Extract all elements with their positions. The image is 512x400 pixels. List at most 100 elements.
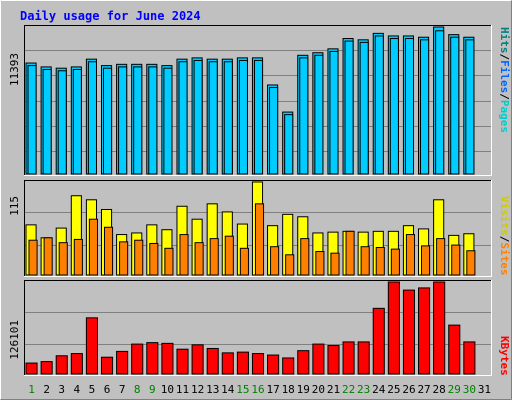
day-label: 2: [43, 383, 50, 396]
day-label: 22: [342, 383, 355, 396]
panel-1-right-label-part: Hits: [498, 27, 511, 54]
files-bar: [420, 39, 430, 175]
files-bar: [465, 39, 475, 175]
files-bar: [163, 67, 173, 175]
panel-1-max-label: 11393: [8, 53, 21, 86]
sites-bar: [28, 239, 38, 276]
files-bar: [87, 61, 97, 175]
files-bar: [404, 38, 415, 175]
sites-bar: [360, 246, 370, 276]
panel-2-right-label: Visits/Sites: [498, 196, 511, 276]
sites-bar: [315, 251, 325, 276]
kbytes-bar: [206, 347, 219, 375]
day-label: 4: [74, 383, 81, 396]
sites-bar: [149, 242, 159, 276]
kbytes-bar: [342, 341, 355, 375]
kbytes-bar: [25, 362, 38, 375]
sites-bar: [270, 246, 280, 276]
kbytes-bar: [312, 343, 325, 375]
day-label: 20: [312, 383, 325, 396]
sites-bar: [390, 248, 400, 276]
files-bar: [178, 61, 188, 175]
sites-bar: [239, 247, 249, 276]
day-label: 5: [89, 383, 96, 396]
kbytes-bar: [327, 345, 340, 375]
day-label: 27: [417, 383, 430, 396]
panel-2-right-label-part: Sites: [498, 242, 511, 275]
day-label: 25: [387, 383, 400, 396]
files-bar: [72, 68, 82, 175]
files-bar: [208, 61, 218, 175]
files-bar: [314, 54, 324, 175]
files-bar: [329, 50, 339, 175]
files-bar: [148, 66, 158, 175]
bars: [25, 26, 476, 375]
day-label: 10: [161, 383, 174, 396]
day-label: 19: [297, 383, 310, 396]
sites-bar: [179, 234, 189, 276]
day-label: 9: [149, 383, 156, 396]
sites-bar: [345, 230, 355, 276]
files-bar: [299, 57, 309, 175]
sites-bar: [43, 237, 53, 276]
day-label: 30: [463, 383, 476, 396]
sites-bar: [209, 238, 219, 276]
kbytes-bar: [402, 289, 416, 375]
kbytes-bar: [297, 350, 310, 375]
sites-bar: [254, 203, 265, 276]
kbytes-bar: [357, 341, 370, 375]
sites-bar: [164, 247, 174, 276]
files-bar: [450, 36, 460, 175]
kbytes-bar: [100, 356, 114, 375]
files-bar: [238, 59, 248, 175]
day-label: 16: [251, 383, 264, 396]
kbytes-bar: [236, 351, 249, 375]
panel-1-right-label: Hits/Files/Pages: [498, 27, 511, 133]
panel-1-right-label-part: /: [498, 93, 511, 100]
day-label: 17: [266, 383, 279, 396]
day-label: 18: [282, 383, 295, 396]
kbytes-bar: [191, 344, 204, 375]
files-bar: [102, 67, 113, 175]
kbytes-bar: [131, 343, 144, 375]
day-label: 26: [402, 383, 415, 396]
sites-bar: [58, 242, 68, 276]
sites-bar: [119, 241, 129, 276]
day-label: 12: [191, 383, 204, 396]
panel-3-max-label: 126101: [8, 320, 21, 360]
kbytes-bar: [161, 342, 174, 375]
panel-2-max-label: 115: [8, 196, 21, 216]
kbytes-bar: [55, 355, 68, 375]
sites-bar: [451, 244, 461, 276]
files-bar: [193, 59, 203, 175]
kbytes-bar: [463, 341, 476, 375]
sites-bar: [103, 226, 114, 276]
files-bar: [57, 70, 67, 175]
sites-bar: [224, 235, 234, 276]
kbytes-bar: [387, 281, 400, 375]
files-bar: [269, 87, 279, 175]
kbytes-bar: [448, 324, 461, 375]
sites-bar: [134, 239, 144, 276]
files-bar: [344, 40, 354, 175]
panel-1-right-label-part: Files: [498, 60, 511, 93]
chart-title: Daily usage for June 2024: [20, 9, 201, 23]
files-bar: [389, 38, 399, 175]
kbytes-bar: [418, 287, 431, 375]
day-label: 8: [134, 383, 141, 396]
kbytes-bar: [251, 353, 265, 375]
files-bar: [284, 114, 294, 175]
kbytes-bar: [176, 348, 189, 375]
files-bar: [27, 65, 37, 175]
day-label: 1: [28, 383, 35, 396]
sites-bar: [88, 218, 98, 276]
day-label: 28: [433, 383, 446, 396]
day-label: 31: [478, 383, 491, 396]
sites-bar: [436, 238, 446, 276]
kbytes-bar: [282, 357, 295, 375]
files-bar: [253, 59, 264, 175]
day-label: 13: [206, 383, 219, 396]
day-label: 7: [119, 383, 126, 396]
